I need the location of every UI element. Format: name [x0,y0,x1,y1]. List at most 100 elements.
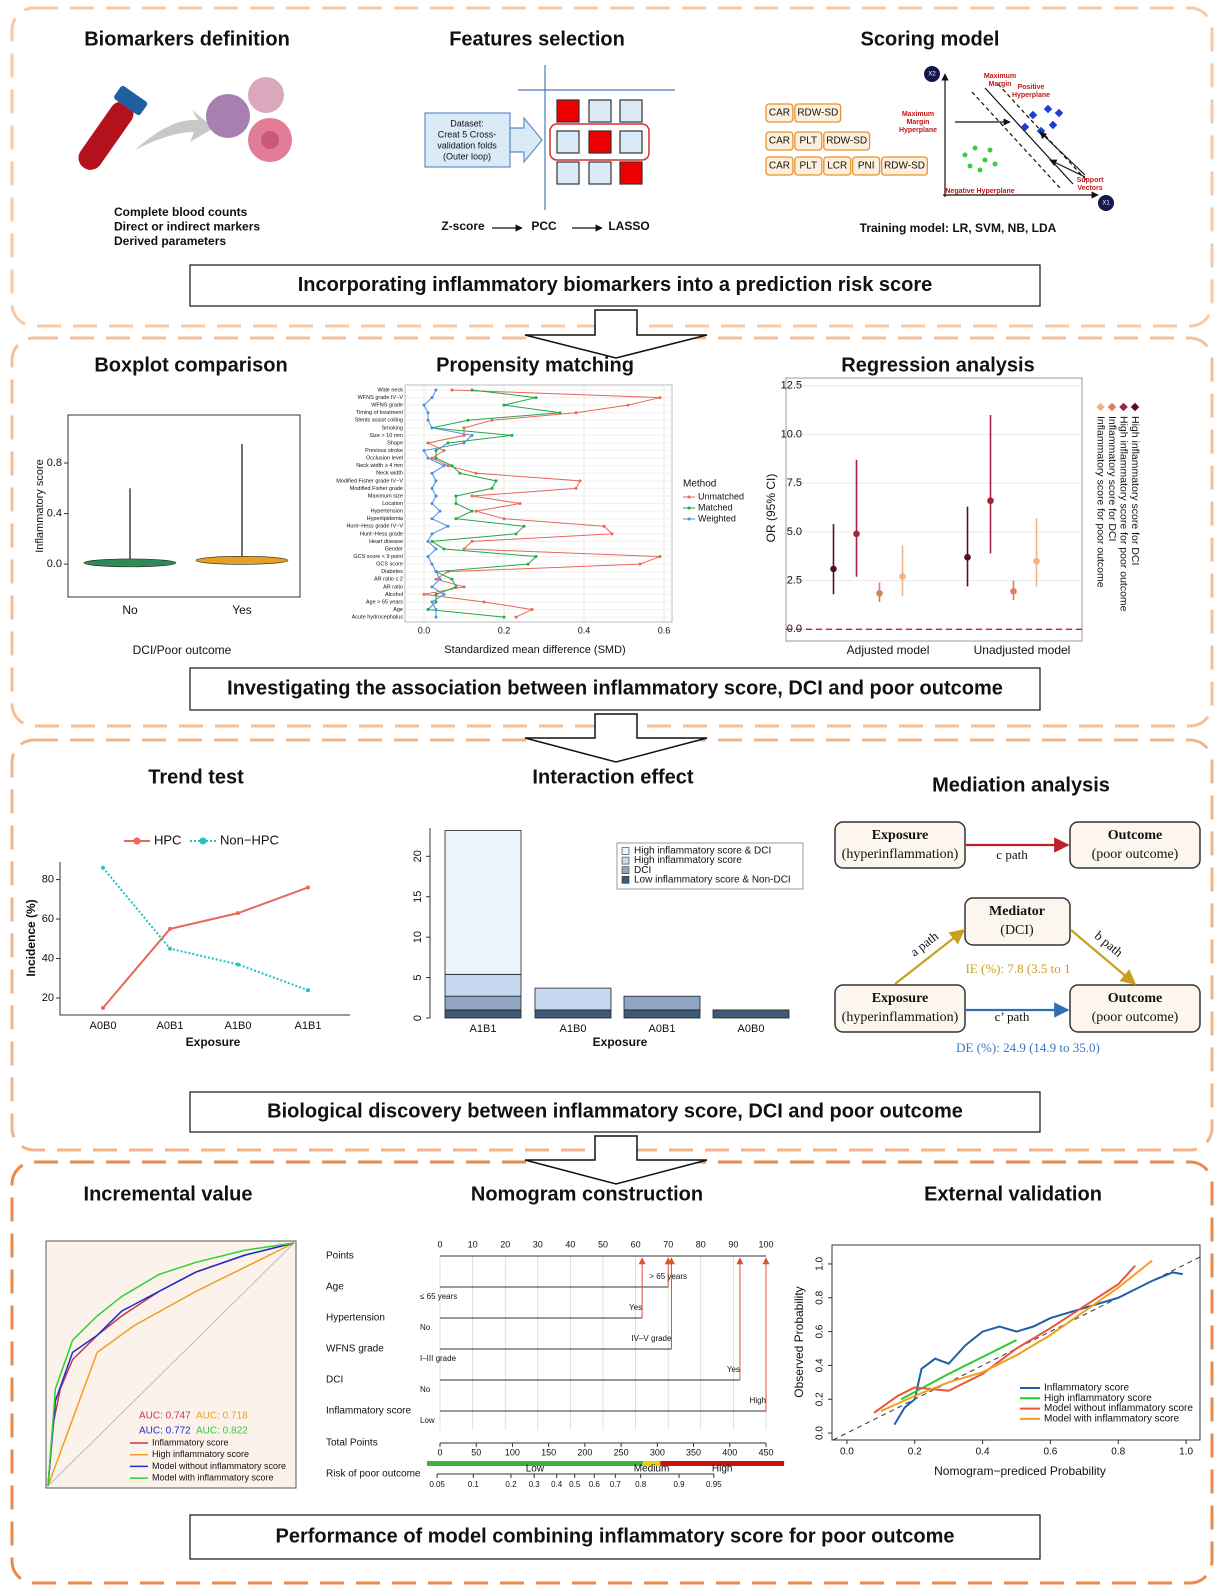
total-tick-label: 100 [505,1447,520,1457]
point [435,578,438,581]
point [993,162,998,167]
point [1049,121,1057,129]
points-tick-label: 60 [631,1239,641,1249]
point [639,563,642,566]
point [435,608,438,611]
feature: PNI [858,161,875,172]
page: Inflammatory score workflow html,body{ma… [0,0,1225,1589]
svm-label: Maximum [902,111,934,118]
y-tick-label: Acute hydrocephalus [352,615,404,621]
point [427,411,430,414]
y-tick-label: Hypertension [371,509,403,515]
point [830,566,837,573]
body: Incorporating inflammatory biomarkers in… [0,0,1225,1589]
point [1033,558,1040,565]
point [475,510,478,513]
point [575,411,578,414]
point [451,464,454,467]
points-tick-label: 10 [468,1239,478,1249]
y-tick-label: GCS score < 9 point [353,554,403,560]
point [435,600,438,603]
point [443,593,446,596]
points-tick-label: 90 [728,1239,738,1249]
x-tick-label: 0.6 [1043,1447,1057,1458]
y-tick-label: 15 [412,891,424,903]
x-tick-label: Adjusted model [847,643,930,657]
panel-title: Scoring model [861,28,1000,50]
point [306,988,310,992]
point [443,449,446,452]
y-tick-label: WFNS grade [371,403,403,409]
points-tick-label: 80 [696,1239,706,1249]
feature: LCR [827,161,847,172]
point [463,441,466,444]
level-label: No [420,1323,431,1332]
fold [557,100,579,122]
y-tick-label: 0 [412,1015,424,1021]
point [659,555,662,558]
banner-text: Biological discovery between inflammator… [267,1100,963,1122]
points-tick-label: 0 [437,1239,442,1249]
point [503,616,506,619]
point [431,585,434,588]
fold [557,131,579,153]
point [1055,109,1063,117]
total-tick-label: 450 [758,1447,773,1457]
point [427,540,430,543]
legend-label: Low inflammatory score & Non-DCI [634,874,791,885]
legend-label: High inflammatory score for poor outcome [1118,416,1130,612]
banner-text: Investigating the association between in… [227,677,1003,699]
bar-segment [445,974,521,996]
node-title: Outcome [1108,991,1162,1006]
panel-title: Propensity matching [436,354,634,376]
note: Derived parameters [114,234,226,248]
panel-title: Trend test [148,766,244,788]
x-axis-label: Exposure [186,1035,241,1049]
point [523,525,526,528]
x-axis-label: Standardized mean difference (SMD) [444,644,625,656]
risk-band-label: Low [526,1464,545,1475]
pointer [1050,160,1085,177]
legend-label: Model without inflammatory score [152,1461,286,1471]
total-tick-label: 400 [722,1447,737,1457]
point [431,426,434,429]
risk-tick-label: 0.1 [468,1480,480,1489]
total-tick-label: 300 [650,1447,665,1457]
y-tick-label: Alcohol [385,592,403,598]
plot-frame [68,415,300,597]
y-tick-label: Hyperlipidemia [367,516,404,522]
x-tick-label: A1B1 [470,1023,497,1035]
y-tick-label: 0.8 [815,1290,826,1304]
auc-label: AUC: 0.822 [196,1426,248,1437]
x-tick-label: 0.6 [658,625,671,635]
plot-frame [786,378,1082,641]
auc-label: AUC: 0.718 [196,1411,248,1422]
y-tick-label: Shape [387,440,403,446]
panel-title: Regression analysis [841,354,1034,376]
point [431,396,434,399]
y-tick-label: WFNS grade IV−V [358,395,404,401]
risk-band-label: High [712,1464,733,1475]
risk-tick-label: 0.5 [569,1480,581,1489]
legend-label: Non−HPC [220,832,279,847]
svm-label: Negative Hyperplane [945,188,1014,195]
point [455,585,458,588]
risk-tick-label: 0.4 [551,1480,563,1489]
point [519,502,522,505]
y-tick-label: 0.4 [47,507,62,519]
panel-title: Nomogram construction [471,1183,703,1205]
y-tick-label: 5.0 [787,526,802,538]
bar-segment [445,1010,521,1018]
x-tick-label: 0.4 [578,625,591,635]
point [527,563,530,566]
point [1044,105,1052,113]
path-label: c’ path [995,1009,1030,1024]
y-tick-label: Modified Fisher grade [350,486,403,492]
panel-title: External validation [924,1183,1102,1205]
path-label: a path [907,928,941,959]
y-tick-label: 0.2 [815,1392,826,1406]
point [611,532,614,535]
node-title: Exposure [872,991,929,1006]
feature: RDW-SD [797,108,838,119]
dataset-text: Creat 5 Cross- [438,129,497,139]
